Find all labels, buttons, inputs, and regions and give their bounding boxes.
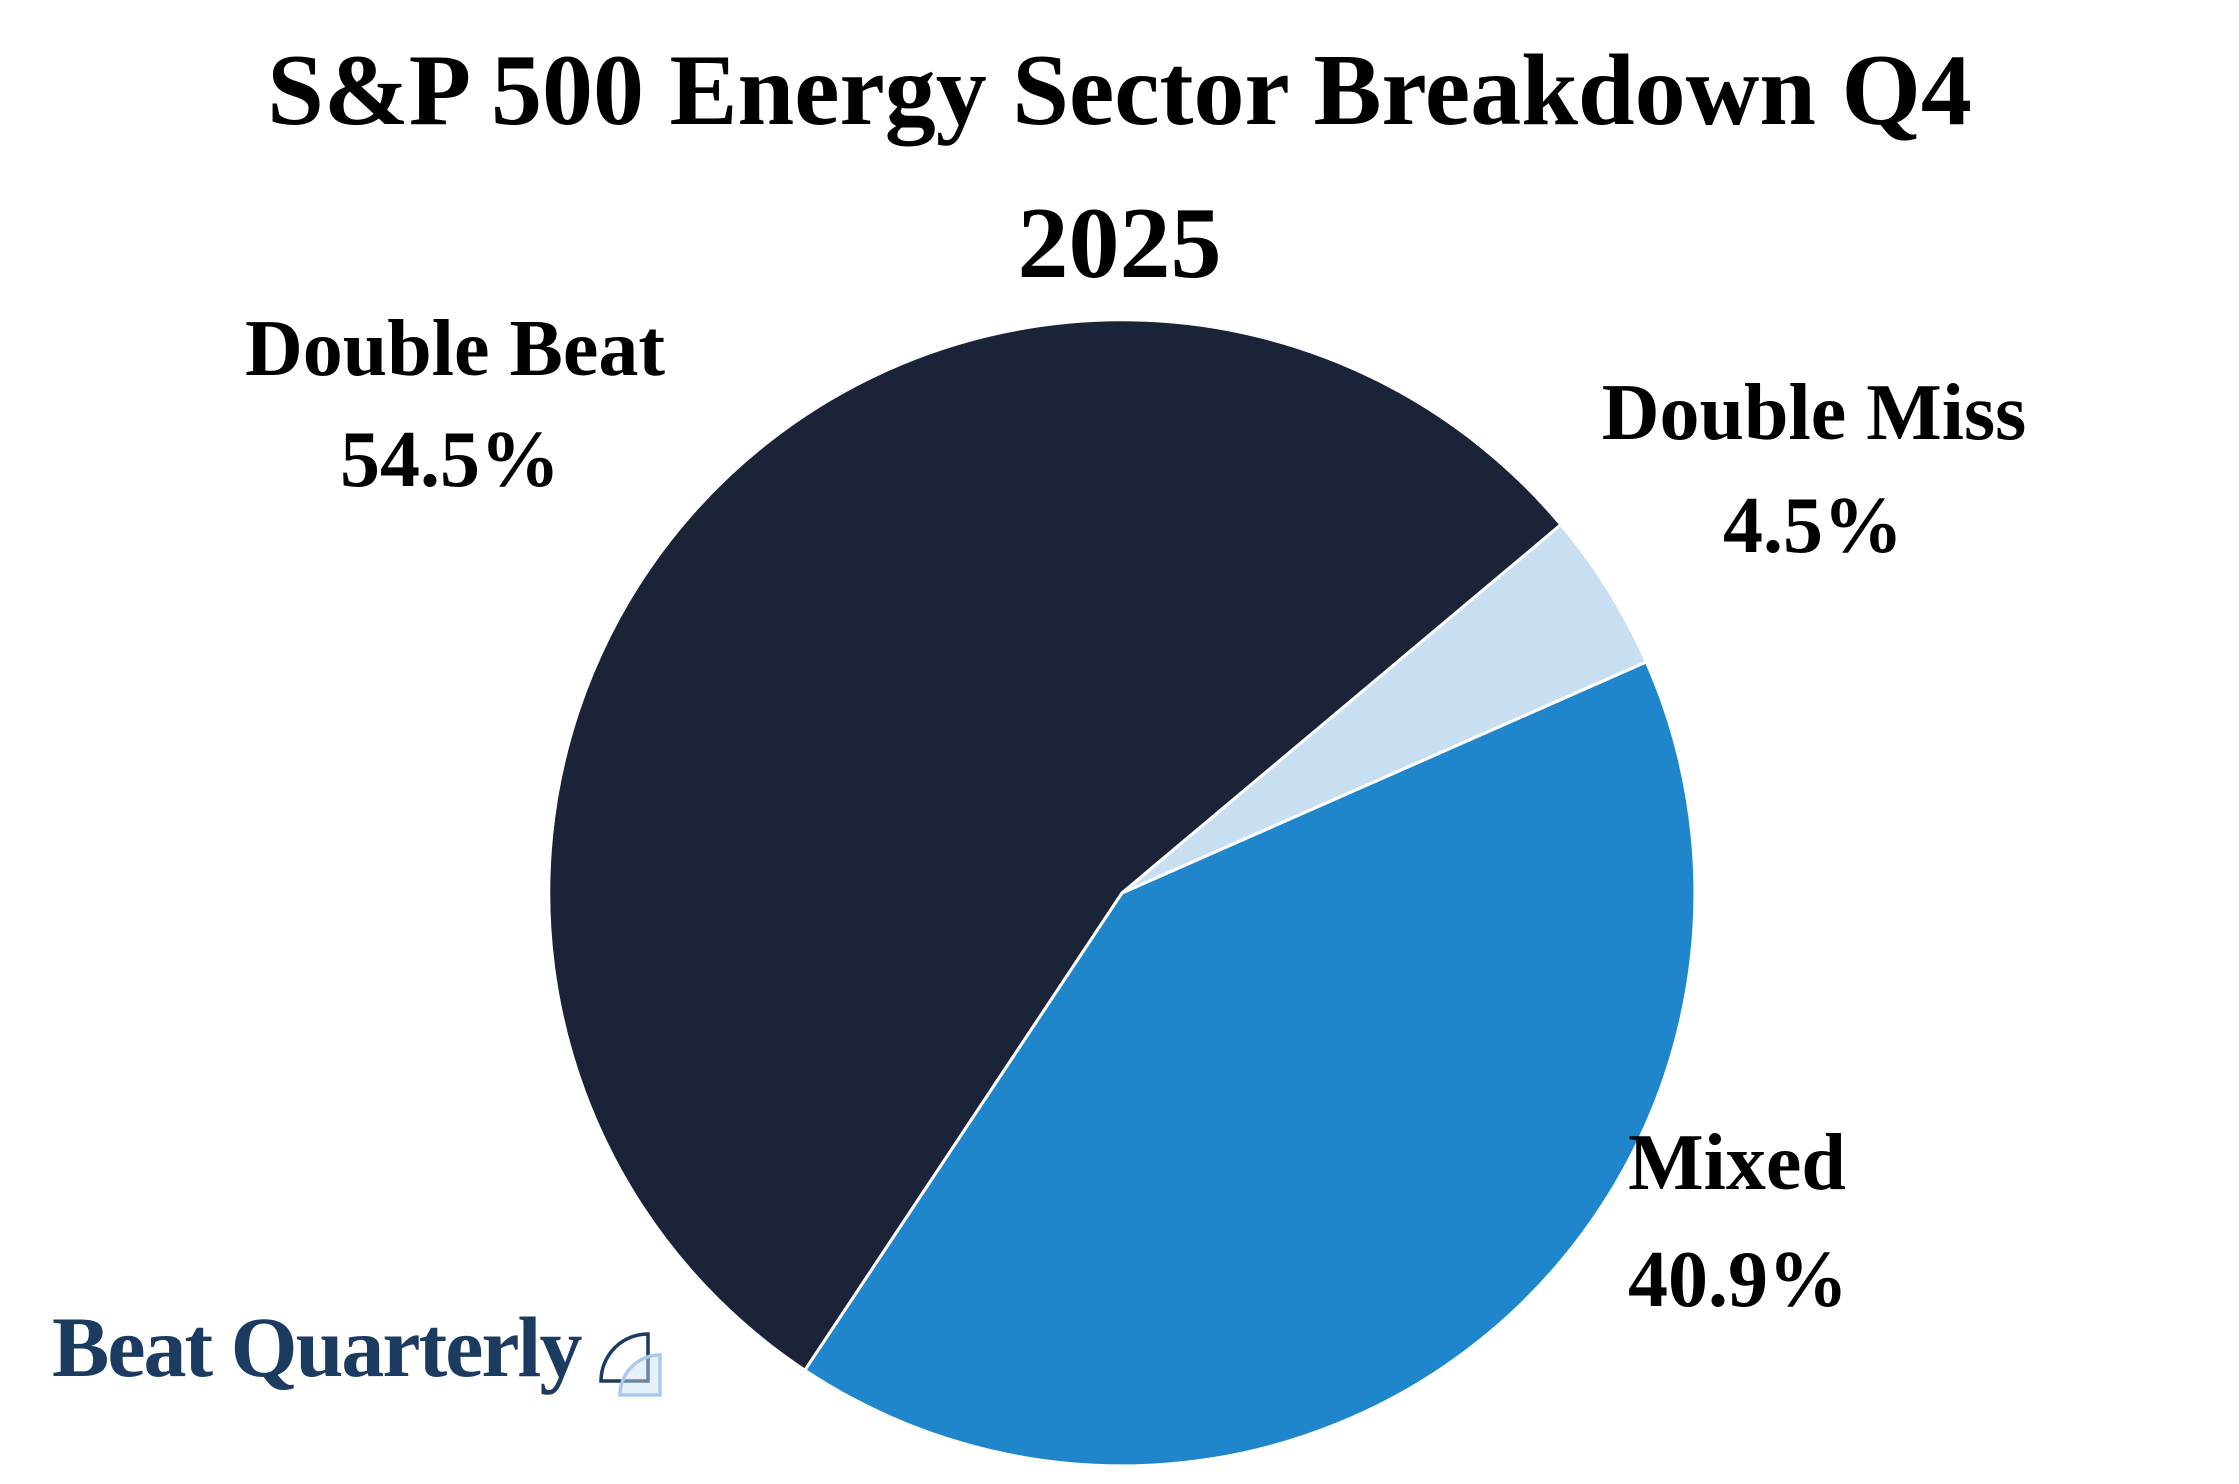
chart-title-line1: S&P 500 Energy Sector Breakdown Q4 (267, 34, 1972, 147)
slice-pct-mixed: 40.9% (1628, 1236, 1848, 1324)
slice-label-mixed: Mixed (1628, 1119, 1846, 1207)
pie-slice-double-beat (547, 318, 1563, 1372)
pie-slice-double-miss (1120, 523, 1648, 895)
slice-pct-double-beat: 54.5% (340, 416, 560, 504)
pie-slice-mixed (803, 660, 1697, 1468)
slice-label-double-miss: Double Miss (1601, 369, 2027, 457)
chart-title-line2: 2025 (1017, 187, 1222, 300)
brand-logo: Beat Quarterly (52, 1300, 678, 1408)
chart-title: S&P 500 Energy Sector Breakdown Q4 2025 (0, 14, 2239, 320)
quarter-circle-pair-icon (599, 1332, 663, 1397)
slice-pct-double-miss: 4.5% (1723, 482, 1903, 570)
brand-logo-text: Beat Quarterly (52, 1299, 582, 1395)
slice-label-double-beat: Double Beat (245, 305, 665, 393)
